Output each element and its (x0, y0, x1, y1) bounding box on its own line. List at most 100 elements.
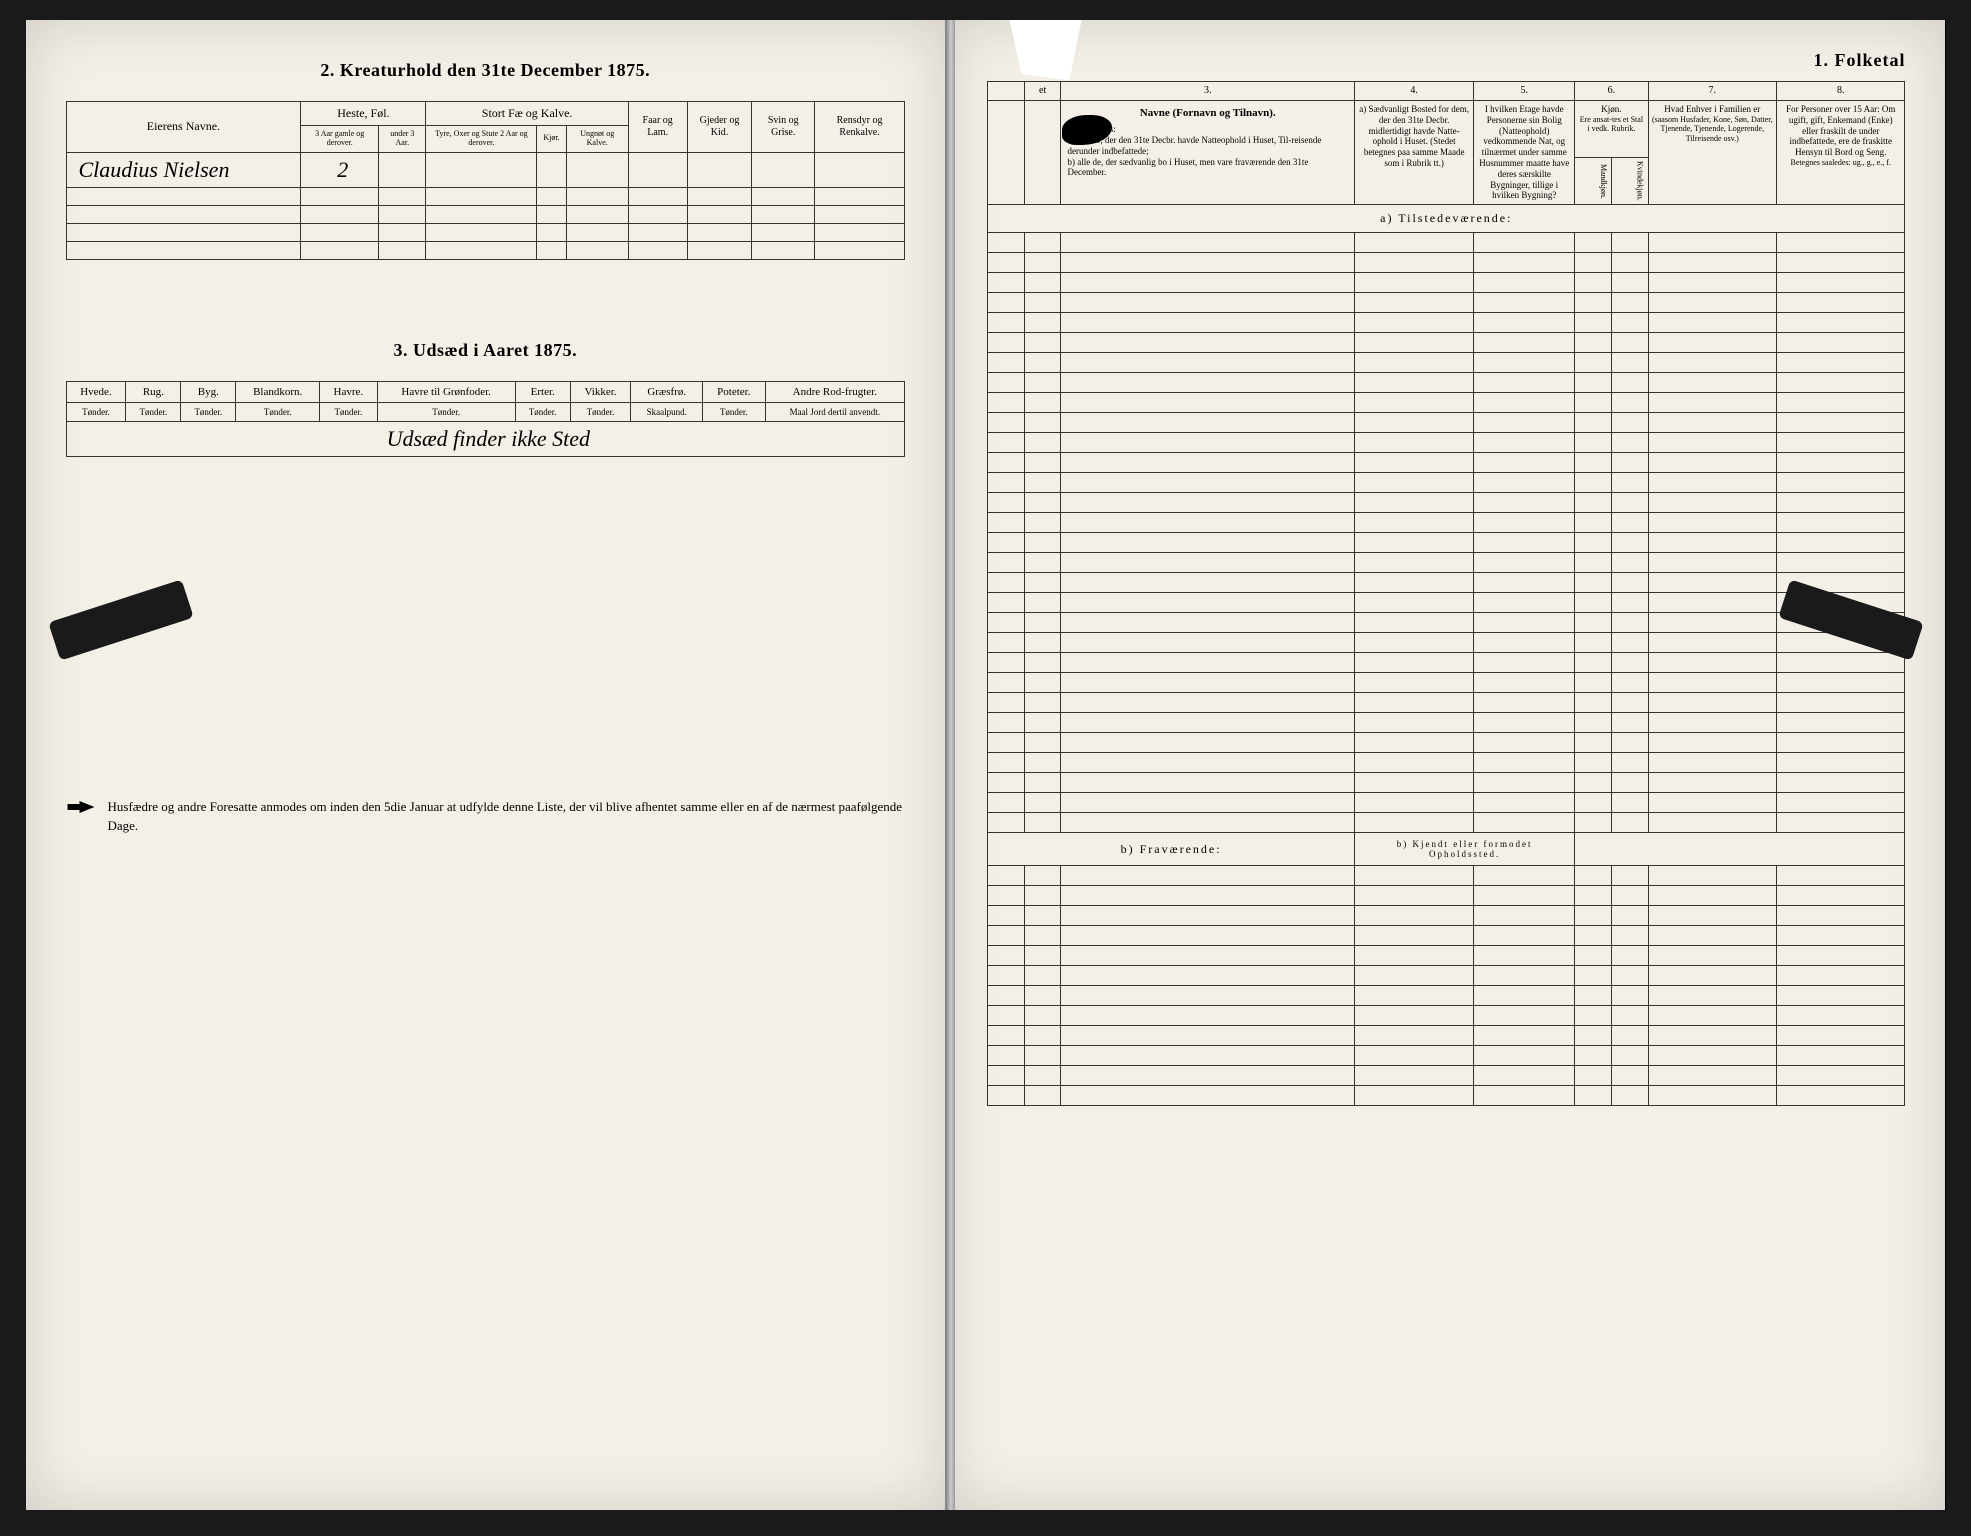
table-row (988, 253, 1905, 273)
unit: Maal Jord dertil anvendt. (765, 402, 905, 421)
colnum: 4. (1355, 82, 1474, 101)
table-row (66, 223, 905, 241)
table-row (988, 753, 1905, 773)
heste-value: 2 (301, 152, 379, 187)
th-stort-sub2: Kjør. (537, 126, 566, 153)
owner-name: Claudius Nielsen (66, 152, 301, 187)
left-page: 2. Kreaturhold den 31te December 1875. E… (26, 20, 948, 1510)
table-row (988, 353, 1905, 373)
table-row (988, 1006, 1905, 1026)
table-row (988, 1046, 1905, 1066)
table-row (988, 333, 1905, 353)
right-page: 1. Folketal et 3. 4. 5. 6. 7. 8. (947, 20, 1945, 1510)
table-row (66, 205, 905, 223)
colnum: et (1024, 82, 1061, 101)
section-b-label: b) Fraværende: (988, 833, 1355, 866)
th-havre: Havre. (320, 381, 377, 402)
th-bosted: a) Sædvanligt Bosted for dem, der den 31… (1355, 101, 1474, 205)
table-row (988, 393, 1905, 413)
th-heste: Heste, Føl. (301, 102, 426, 126)
table-row (988, 533, 1905, 553)
table-row (988, 1086, 1905, 1106)
th-navne: Navne (Fornavn og Tilnavn). (Her opføres… (1061, 101, 1355, 205)
colnum: 3. (1061, 82, 1355, 101)
table-row (988, 653, 1905, 673)
unit: Tønder. (320, 402, 377, 421)
section3-title: 3. Udsæd i Aaret 1875. (66, 340, 906, 361)
unit: Tønder. (236, 402, 320, 421)
table-row (988, 1026, 1905, 1046)
th-havre-gron: Havre til Grønfoder. (377, 381, 515, 402)
section2-title: 2. Kreaturhold den 31te December 1875. (66, 60, 906, 81)
unit: Skaalpund. (631, 402, 703, 421)
th-stort-sub3: Ungnøt og Kalve. (566, 126, 628, 153)
table-row (988, 493, 1905, 513)
table-row (988, 713, 1905, 733)
colnum: 5. (1474, 82, 1575, 101)
table-row: Claudius Nielsen 2 (66, 152, 905, 187)
table-row (988, 413, 1905, 433)
th-heste-sub2: under 3 Aar. (379, 126, 426, 153)
unit: Tønder. (377, 402, 515, 421)
table-row (988, 886, 1905, 906)
th-faar: Faar og Lam. (628, 102, 687, 153)
table-row (988, 573, 1905, 593)
unit: Tønder. (126, 402, 181, 421)
kreaturhold-table: Eierens Navne. Heste, Føl. Stort Fæ og K… (66, 101, 906, 260)
th-heste-sub1: 3 Aar gamle og derover. (301, 126, 379, 153)
table-row (988, 433, 1905, 453)
table-row (66, 187, 905, 205)
table-row (988, 633, 1905, 653)
table-row (988, 966, 1905, 986)
table-row (988, 453, 1905, 473)
unit: Tønder. (570, 402, 631, 421)
unit: Tønder. (703, 402, 765, 421)
section-row: b) Fraværende: b) Kjendt eller formodet … (988, 833, 1905, 866)
table-row (988, 946, 1905, 966)
table-row (66, 241, 905, 259)
table-row (988, 773, 1905, 793)
table-row (988, 813, 1905, 833)
table-row (988, 1066, 1905, 1086)
table-row (988, 673, 1905, 693)
colnum: 7. (1648, 82, 1776, 101)
th-eierens-navn: Eierens Navne. (66, 102, 301, 153)
pointing-hand-icon (66, 797, 96, 817)
table-row (988, 866, 1905, 886)
th-svin: Svin og Grise. (752, 102, 815, 153)
th-hvede: Hvede. (66, 381, 126, 402)
th-blank (988, 101, 1025, 205)
th-erter: Erter. (515, 381, 570, 402)
th-familien: Hvad Enhver i Familien er (saasom Husfad… (1648, 101, 1776, 205)
th-vikker: Vikker. (570, 381, 631, 402)
unit: Tønder. (66, 402, 126, 421)
book-spread: 2. Kreaturhold den 31te December 1875. E… (26, 20, 1946, 1510)
table-row (988, 273, 1905, 293)
section-row: a) Tilstedeværende: (988, 205, 1905, 233)
table-row (988, 926, 1905, 946)
table-row (988, 733, 1905, 753)
th-stort-sub1: Tyre, Oxer og Stute 2 Aar og derover. (426, 126, 537, 153)
table-row (988, 233, 1905, 253)
table-row (988, 693, 1905, 713)
table-row (988, 373, 1905, 393)
udsaed-table: Hvede. Rug. Byg. Blandkorn. Havre. Havre… (66, 381, 906, 457)
book-spine (947, 20, 955, 1510)
table-row (988, 513, 1905, 533)
th-blandkorn: Blandkorn. (236, 381, 320, 402)
th-kjon: Kjøn. Ere ansat-tes et Stal i vedk. Rubr… (1575, 101, 1648, 158)
colnum: 8. (1777, 82, 1905, 101)
th-kvindekjon: Kvindekjøn. (1611, 158, 1648, 205)
table-row (988, 553, 1905, 573)
right-page-header: 1. Folketal (987, 50, 1905, 71)
th-ugift: For Personer over 15 Aar: Om ugift, gift… (1777, 101, 1905, 205)
section-b-note: b) Kjendt eller formodet Opholdssted. (1355, 833, 1575, 866)
table-row (988, 986, 1905, 1006)
th-mandkjon: Mandkjøn. (1575, 158, 1612, 205)
th-poteter: Poteter. (703, 381, 765, 402)
table-row (988, 473, 1905, 493)
th-et (1024, 101, 1061, 205)
th-gjeder: Gjeder og Kid. (687, 102, 752, 153)
table-row (988, 613, 1905, 633)
th-rug: Rug. (126, 381, 181, 402)
